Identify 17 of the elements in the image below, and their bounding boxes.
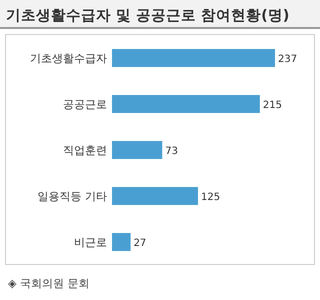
bar <box>112 49 275 67</box>
data-label: 237 <box>278 54 298 65</box>
y-tick-label: 비근로 <box>74 236 107 249</box>
data-label: 125 <box>200 192 220 203</box>
y-tick-label: 기초생활수급자 <box>30 52 107 65</box>
bar <box>112 233 131 251</box>
chart-title: 기초생활수급자 및 공공근로 참여현황(명) <box>6 8 290 24</box>
data-label: 215 <box>262 100 282 111</box>
bar <box>112 141 162 159</box>
bar <box>112 187 198 205</box>
y-tick-label: 공공근로 <box>63 98 107 111</box>
y-tick-label: 직업훈련 <box>63 144 107 157</box>
y-tick-label: 일용직등 기타 <box>38 190 107 203</box>
bar <box>112 95 260 113</box>
text: ◈ 국회의원 문회 <box>8 277 90 290</box>
data-label: 73 <box>165 146 178 157</box>
data-label: 27 <box>134 238 146 249</box>
